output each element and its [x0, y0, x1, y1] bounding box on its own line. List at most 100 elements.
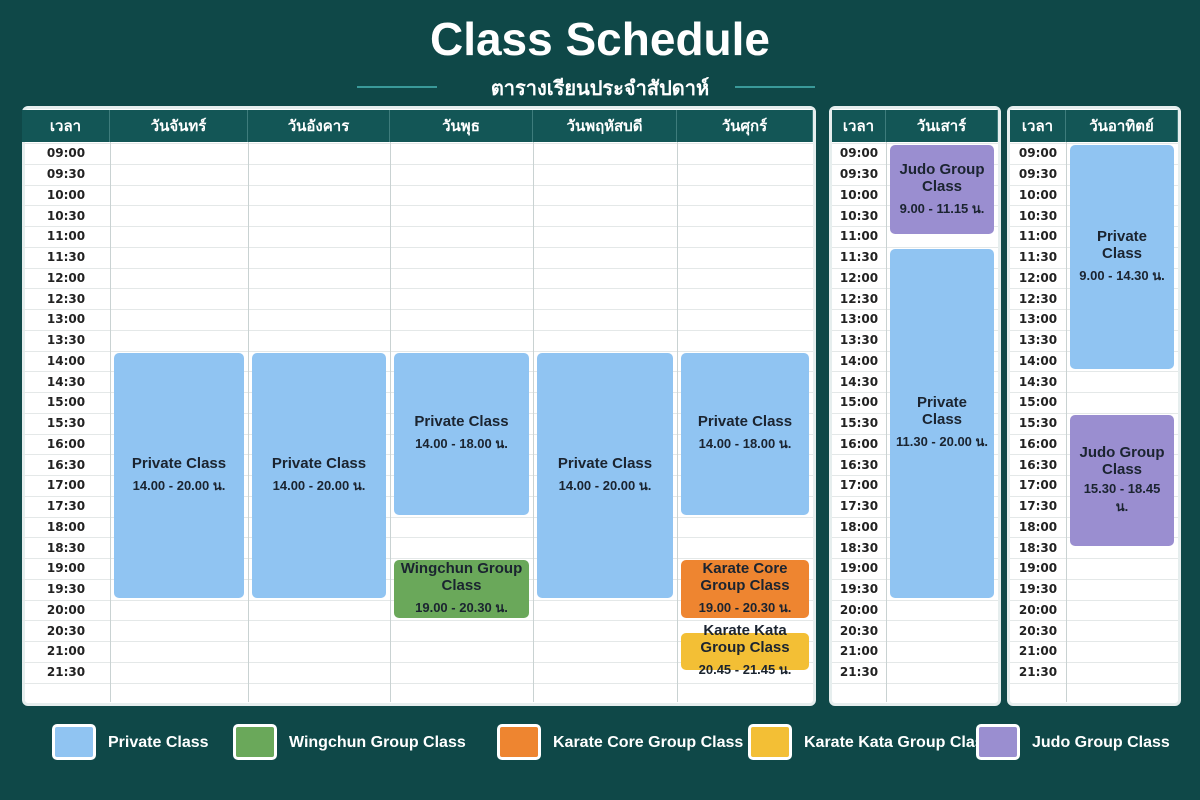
class-time: 19.00 - 20.30 น.: [698, 600, 792, 616]
time-label: 19:30: [46, 582, 86, 597]
time-label: 09:00: [46, 146, 86, 161]
time-label: 17:00: [839, 478, 879, 493]
time-label: 10:30: [46, 208, 86, 223]
time-label: 14:30: [1018, 374, 1058, 389]
grid-line: [22, 246, 813, 248]
time-label: 11:30: [46, 250, 86, 265]
class-title: Karate Kata Group Class: [700, 622, 790, 657]
column-divider: [677, 110, 678, 702]
day-header: วันเสาร์: [886, 110, 998, 142]
class-time: 14.00 - 20.00 น.: [132, 477, 226, 493]
time-label: 11:30: [839, 250, 879, 265]
time-label: 17:30: [46, 499, 86, 514]
grid-line: [1010, 599, 1178, 601]
time-label: 14:30: [46, 374, 86, 389]
time-label: 09:30: [1018, 167, 1058, 182]
legend-label: Karate Core Group Class: [553, 734, 744, 751]
grid-line: [832, 599, 998, 601]
time-label: 21:00: [839, 644, 879, 659]
day-header: วันอังคาร: [248, 110, 390, 142]
class-block: Karate Core Group Class 19.00 - 20.30 น.: [681, 560, 809, 619]
time-label: 15:00: [46, 395, 86, 410]
time-header: เวลา: [832, 110, 886, 142]
grid-line: [22, 620, 813, 622]
time-label: 17:30: [1018, 499, 1058, 514]
day-header: วันอาทิตย์: [1066, 110, 1178, 142]
time-label: 12:00: [839, 270, 879, 285]
grid-line: [22, 226, 813, 227]
class-block: Private Class 11.30 - 20.00 น.: [890, 248, 994, 598]
time-label: 20:00: [46, 602, 86, 617]
column-divider: [248, 110, 249, 702]
time-label: 20:00: [839, 602, 879, 617]
time-label: 11:00: [46, 229, 86, 244]
grid-line: [22, 184, 813, 186]
time-label: 15:30: [1018, 416, 1058, 431]
time-label: 13:00: [46, 312, 86, 327]
grid-line: [22, 558, 813, 559]
time-label: 20:30: [1018, 623, 1058, 638]
class-block: Private Class 14.00 - 20.00 น.: [537, 352, 673, 598]
time-label: 14:30: [839, 374, 879, 389]
time-label: 14:00: [46, 353, 86, 368]
day-header: วันพฤหัสบดี: [533, 110, 677, 142]
time-label: 12:30: [46, 291, 86, 306]
class-title: Private Class: [557, 454, 653, 472]
class-time: 14.00 - 20.00 น.: [558, 477, 652, 493]
column-divider: [886, 110, 887, 702]
class-title: Judo Group Class: [1079, 443, 1165, 478]
time-label: 10:00: [1018, 187, 1058, 202]
grid-line: [22, 682, 813, 684]
time-label: 19:00: [1018, 561, 1058, 576]
time-label: 19:30: [839, 582, 879, 597]
time-label: 18:00: [839, 519, 879, 534]
time-label: 11:00: [1018, 229, 1058, 244]
grid-line: [22, 641, 813, 642]
time-label: 10:00: [839, 187, 879, 202]
legend-swatch: [497, 724, 541, 760]
day-header: วันพุธ: [390, 110, 533, 142]
time-label: 16:00: [1018, 436, 1058, 451]
grid-line: [1010, 143, 1178, 144]
grid-line: [1010, 641, 1178, 642]
grid-line: [1010, 392, 1178, 393]
divider: [735, 86, 815, 88]
class-block: Wingchun Group Class 19.00 - 20.30 น.: [394, 560, 529, 619]
class-block: Private Class 14.00 - 18.00 น.: [681, 352, 809, 515]
grid-line: [832, 620, 998, 622]
class-block: Private Class 9.00 - 14.30 น.: [1070, 145, 1174, 370]
class-title: Private Class: [414, 413, 509, 430]
time-label: 19:00: [839, 561, 879, 576]
day-header: วันศุกร์: [677, 110, 813, 142]
time-header: เวลา: [22, 110, 110, 142]
time-label: 21:00: [46, 644, 86, 659]
grid-line: [22, 143, 813, 144]
time-label: 09:30: [46, 167, 86, 182]
class-title: Karate Core Group Class: [700, 560, 790, 595]
class-time: 14.00 - 18.00 น.: [415, 436, 508, 451]
grid-line: [1010, 578, 1178, 580]
legend-label: Wingchun Group Class: [289, 734, 466, 751]
grid-line: [1010, 558, 1178, 559]
grid-line: [22, 267, 813, 269]
time-label: 13:30: [1018, 333, 1058, 348]
class-title: Private Class: [916, 394, 968, 429]
time-label: 09:00: [839, 146, 879, 161]
column-divider: [390, 110, 391, 702]
class-time: 19.00 - 20.30 น.: [415, 600, 508, 616]
grid-line: [1010, 682, 1178, 684]
time-label: 15:00: [1018, 395, 1058, 410]
legend-swatch: [748, 724, 792, 760]
divider: [357, 86, 437, 88]
class-time: 14.00 - 18.00 น.: [698, 436, 792, 451]
time-label: 13:00: [1018, 312, 1058, 327]
time-label: 16:30: [46, 457, 86, 472]
time-label: 14:00: [1018, 353, 1058, 368]
grid-line: [832, 143, 998, 144]
time-header: เวลา: [1010, 110, 1066, 142]
time-label: 16:30: [1018, 457, 1058, 472]
grid-line: [832, 682, 998, 684]
legend-label: Judo Group Class: [1032, 734, 1170, 751]
class-time: 11.30 - 20.00 น.: [896, 434, 989, 450]
grid-line: [832, 661, 998, 663]
